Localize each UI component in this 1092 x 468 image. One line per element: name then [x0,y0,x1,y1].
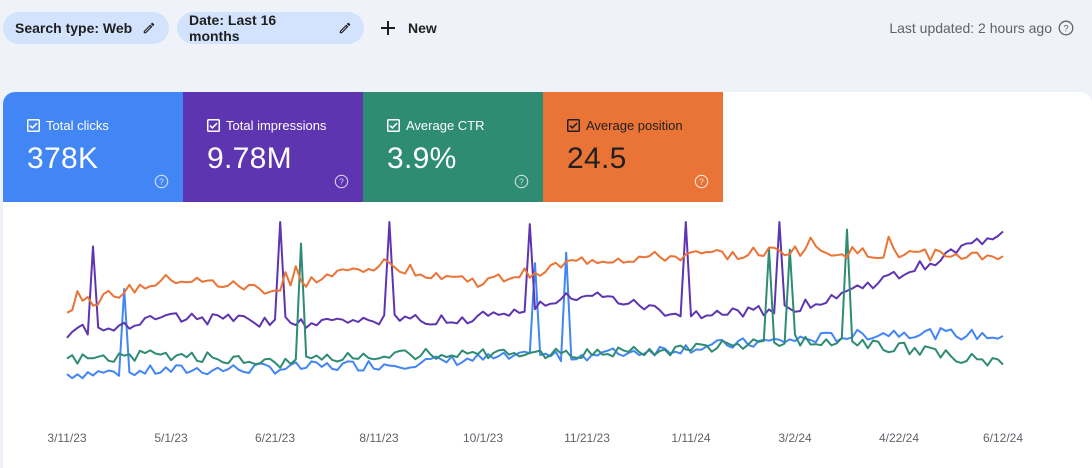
checkbox-checked-icon[interactable] [387,119,400,132]
checkbox-checked-icon[interactable] [567,119,580,132]
x-tick-label: 6/21/23 [255,431,295,445]
metric-tile-total-impressions[interactable]: Total impressions 9.78M ? [183,92,363,202]
svg-text:?: ? [519,177,524,187]
last-updated-text: Last updated: 2 hours ago [889,20,1052,36]
x-tick-label: 5/1/23 [154,431,188,445]
filter-bar: Search type: Web Date: Last 16 months Ne… [0,0,1092,56]
x-tick-label: 11/21/23 [564,431,610,445]
metric-label: Average CTR [406,118,485,133]
metric-value: 24.5 [567,142,627,175]
search-type-label: Search type: Web [15,20,133,36]
x-tick-label: 3/2/24 [778,431,812,445]
x-tick-label: 10/1/23 [463,431,503,445]
svg-text:?: ? [159,177,164,187]
date-range-chip[interactable]: Date: Last 16 months [177,12,364,44]
metric-value: 9.78M [207,142,292,175]
x-tick-label: 4/22/24 [879,431,919,445]
metric-tile-average-position[interactable]: Average position 24.5 ? [543,92,723,202]
help-icon[interactable]: ? [154,174,169,189]
performance-chart[interactable]: 3/11/23 5/1/23 6/21/23 8/11/23 10/1/23 11/21/… [3,202,1092,468]
metric-tile-total-clicks[interactable]: Total clicks 378K ? [3,92,183,202]
help-icon[interactable]: ? [1058,20,1074,36]
plus-icon [380,20,396,36]
line-chart: 3/11/23 5/1/23 6/21/23 8/11/23 10/1/23 11/21/… [47,221,1023,445]
svg-text:?: ? [1063,23,1068,34]
new-filter-label: New [408,20,437,36]
help-icon[interactable]: ? [694,174,709,189]
pencil-icon [142,21,156,35]
metric-label: Total clicks [46,118,109,133]
x-tick-label: 6/12/24 [983,431,1023,445]
checkbox-checked-icon[interactable] [207,119,220,132]
series-line-total-impressions [66,221,1004,339]
metric-value: 378K [27,142,99,175]
series-line-average-position [66,235,1004,314]
new-filter-button[interactable]: New [380,12,437,44]
series-line-total-clicks [66,251,1004,380]
svg-text:?: ? [339,177,344,187]
date-range-label: Date: Last 16 months [189,12,277,44]
metric-value: 3.9% [387,142,457,175]
checkbox-checked-icon[interactable] [27,119,40,132]
pencil-icon [338,21,352,35]
x-tick-label: 8/11/23 [359,431,398,445]
x-tick-label: 3/11/23 [47,431,86,445]
metric-tile-average-ctr[interactable]: Average CTR 3.9% ? [363,92,543,202]
help-icon[interactable]: ? [334,174,349,189]
svg-text:?: ? [699,177,704,187]
search-type-chip[interactable]: Search type: Web [3,12,169,44]
series-line-average-ctr [66,228,1004,369]
x-tick-label: 1/11/24 [671,431,710,445]
metric-label: Total impressions [226,118,327,133]
metric-label: Average position [586,118,683,133]
help-icon[interactable]: ? [514,174,529,189]
last-updated: Last updated: 2 hours ago ? [889,12,1074,44]
performance-card: Total clicks 378K ? Total impressions 9.… [3,92,1092,468]
